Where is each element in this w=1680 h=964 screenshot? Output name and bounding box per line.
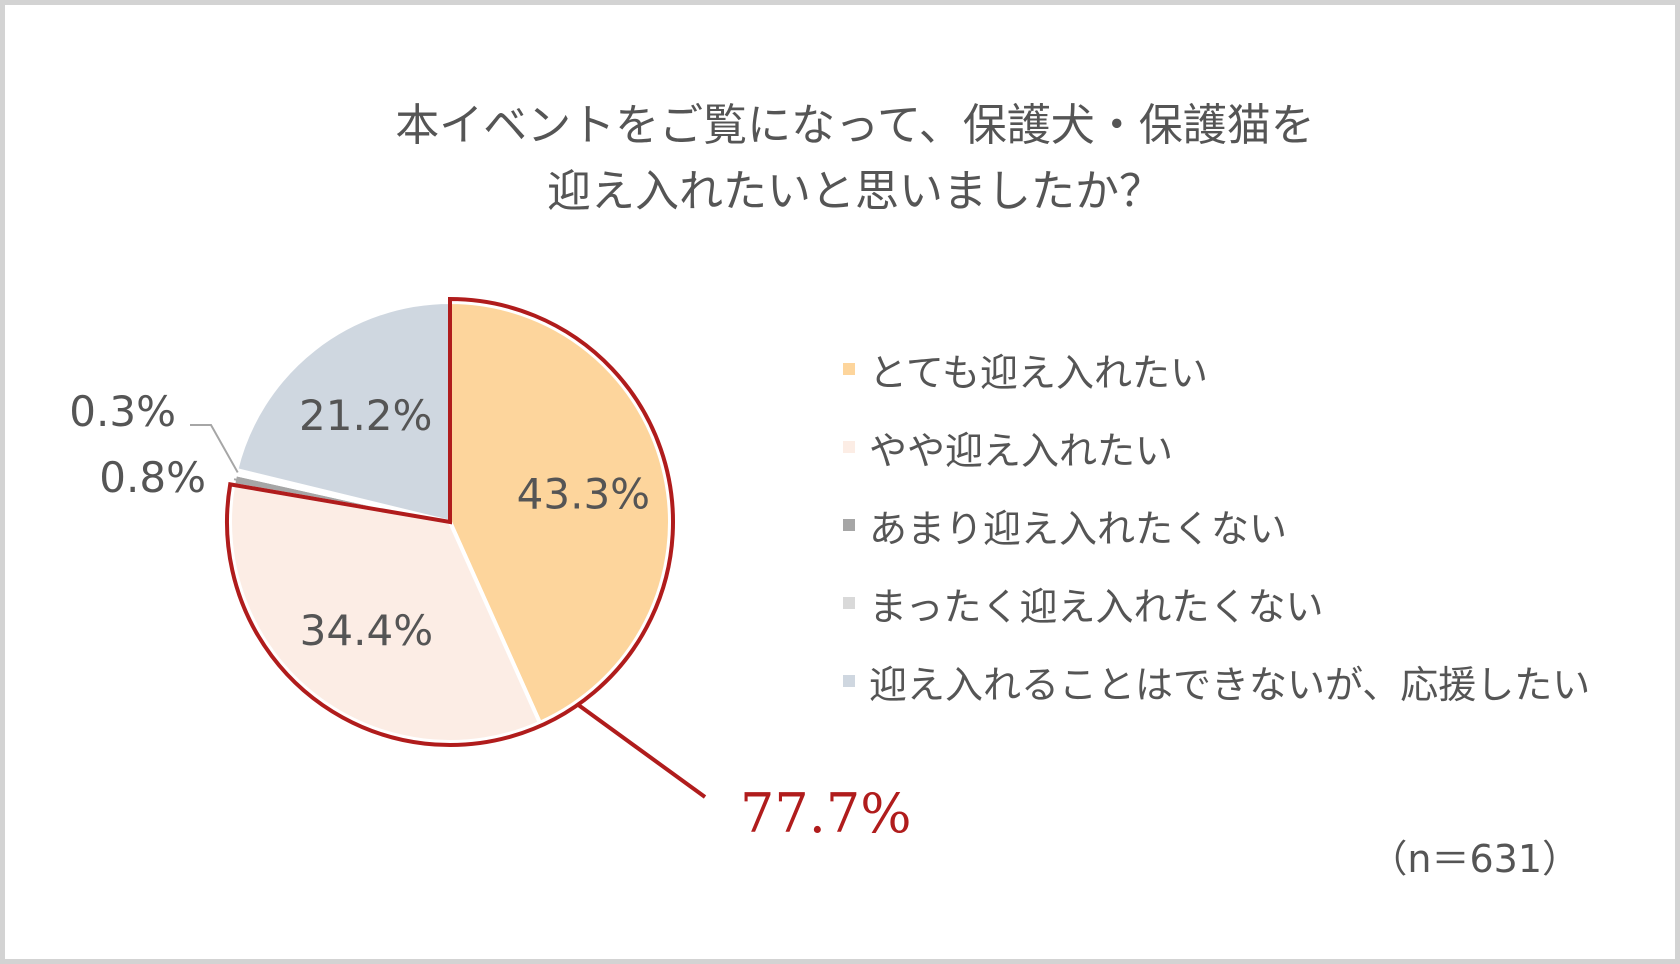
pie-labels: 77.7% 43.3% 34.4% 21.2% 0.8% 0.3% xyxy=(69,387,911,845)
leader-line-not-at-all xyxy=(190,424,239,473)
chart-title-line-2: 迎え入れたいと思いましたか？ xyxy=(547,166,1163,217)
legend-swatch xyxy=(843,363,855,375)
pie-slice-very-want xyxy=(448,299,672,726)
chart-title-line-1: 本イベントをご覧になって、保護犬・保護猫を xyxy=(395,100,1315,151)
pie-slice-somewhat-want xyxy=(228,482,543,744)
legend-label: まったく迎え入れたくない xyxy=(869,584,1324,629)
legend-label: やや迎え入れたい xyxy=(869,428,1174,473)
legend-label: 迎え入れることはできないが、応援したい xyxy=(869,662,1591,707)
slice-label-very-want: 43.3% xyxy=(517,470,650,519)
legend-item-somewhat-want: やや迎え入れたい xyxy=(843,408,1590,486)
highlight-leader-line xyxy=(576,703,707,799)
slice-label-somewhat-want: 34.4% xyxy=(300,606,433,655)
legend-swatch xyxy=(843,441,855,453)
slice-label-not-at-all: 0.3% xyxy=(69,387,176,436)
legend-item-support: 迎え入れることはできないが、応援したい xyxy=(843,642,1590,720)
legend-swatch xyxy=(843,597,855,609)
leader-line-not-really xyxy=(233,478,239,482)
legend-label: あまり迎え入れたくない xyxy=(869,506,1288,551)
pie-callouts xyxy=(190,424,707,799)
legend-item-not-really: あまり迎え入れたくない xyxy=(843,486,1590,564)
highlight-outline xyxy=(225,296,675,747)
chart-title: 本イベントをご覧になって、保護犬・保護猫を 迎え入れたいと思いましたか？ xyxy=(5,93,1680,225)
highlight-total-label: 77.7% xyxy=(740,782,912,845)
sample-size: （n＝631） xyxy=(1369,837,1580,881)
legend-item-very-want: とても迎え入れたい xyxy=(843,330,1590,408)
legend-label: とても迎え入れたい xyxy=(869,350,1208,395)
slice-label-support: 21.2% xyxy=(299,391,432,440)
legend-item-not-at-all: まったく迎え入れたくない xyxy=(843,564,1590,642)
slice-label-not-really: 0.8% xyxy=(99,453,206,502)
pie-slices xyxy=(225,296,675,747)
legend-swatch xyxy=(843,519,855,531)
pie-slice-support xyxy=(233,299,452,525)
legend-swatch xyxy=(843,675,855,687)
legend: とても迎え入れたい やや迎え入れたい あまり迎え入れたくない まったく迎え入れた… xyxy=(843,330,1590,720)
